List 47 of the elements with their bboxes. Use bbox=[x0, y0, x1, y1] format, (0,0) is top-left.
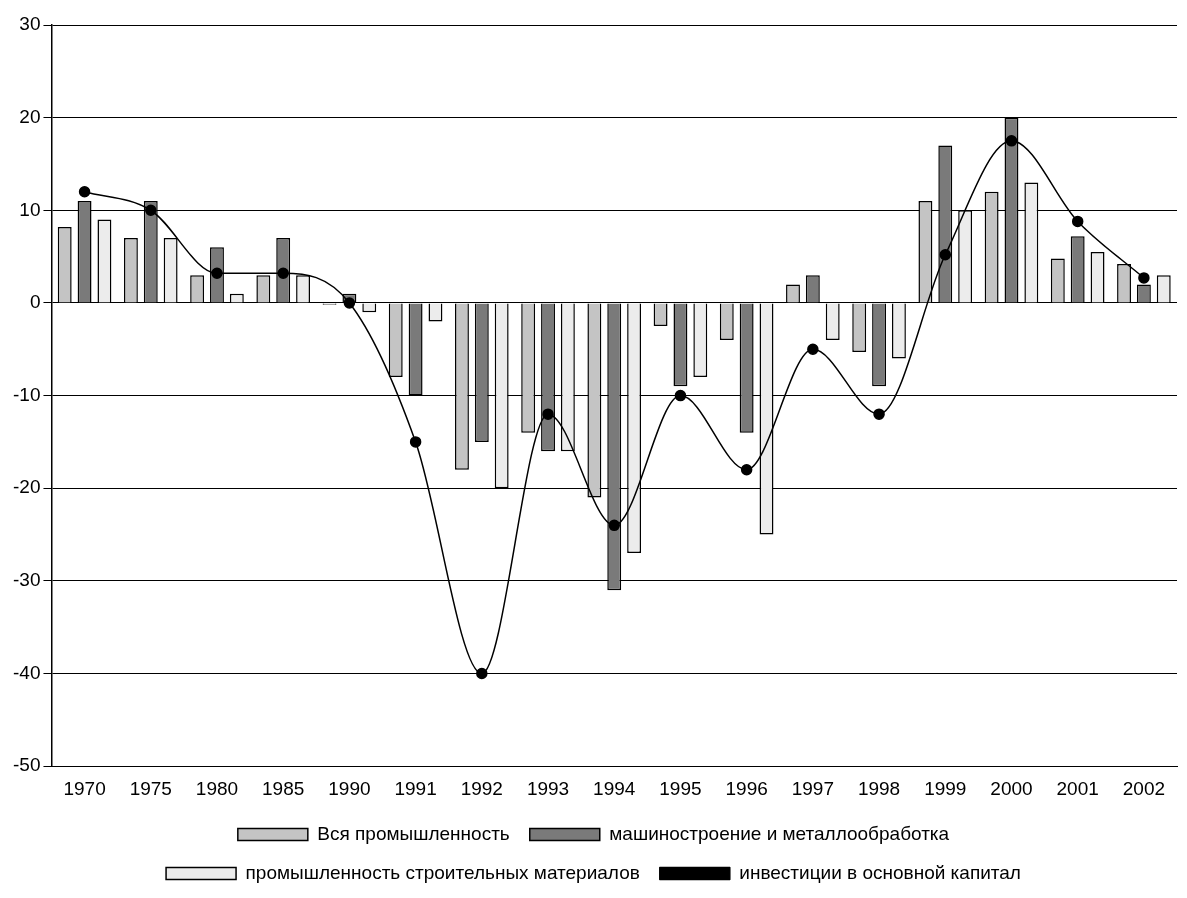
x-tick-label: 2002 bbox=[1122, 777, 1166, 799]
point bbox=[1071, 215, 1084, 228]
legend-label: Вся промышленность bbox=[317, 822, 510, 844]
y-tick-label: -30 bbox=[12, 569, 41, 591]
x-tick-label: 1994 bbox=[593, 777, 636, 799]
y-tick-label: -40 bbox=[12, 661, 41, 683]
y-tick-label: -50 bbox=[12, 754, 41, 776]
y-tick-label: 10 bbox=[19, 198, 41, 220]
point bbox=[277, 267, 289, 280]
point bbox=[145, 204, 157, 217]
x-tick-label: 1998 bbox=[857, 777, 901, 799]
legend-label: машиностроение и металлообработка bbox=[609, 822, 950, 844]
point bbox=[78, 186, 91, 198]
legend-label: инвестиции в основной капитал bbox=[739, 861, 1021, 883]
point bbox=[1138, 272, 1150, 284]
x-tick-label: 1980 bbox=[195, 777, 239, 799]
x-tick-label: 1990 bbox=[328, 777, 371, 799]
point bbox=[939, 249, 952, 261]
x-tick-label: 1993 bbox=[526, 777, 570, 799]
point bbox=[343, 297, 356, 309]
y-tick-label: 20 bbox=[19, 105, 41, 127]
x-tick-label: 1991 bbox=[394, 777, 437, 799]
x-tick-label: 1992 bbox=[460, 777, 503, 799]
x-tick-label: 1985 bbox=[262, 777, 305, 799]
point bbox=[608, 519, 620, 532]
point bbox=[211, 267, 223, 280]
y-tick-label: -20 bbox=[12, 476, 41, 498]
y-tick-label: -10 bbox=[12, 383, 41, 405]
x-tick-label: 1995 bbox=[659, 777, 702, 799]
legend-label: промышленность строительных материалов bbox=[245, 861, 640, 883]
x-tick-label: 1975 bbox=[129, 777, 172, 799]
y-tick-label: 30 bbox=[19, 13, 41, 35]
point bbox=[476, 667, 488, 680]
point bbox=[807, 343, 819, 356]
point bbox=[740, 463, 753, 476]
x-tick-label: 2000 bbox=[990, 777, 1033, 799]
point bbox=[873, 408, 885, 420]
point bbox=[409, 436, 422, 448]
x-tick-label: 1999 bbox=[924, 777, 967, 799]
x-tick-label: 1996 bbox=[725, 777, 768, 799]
point bbox=[542, 408, 554, 420]
x-tick-label: 1997 bbox=[791, 777, 834, 799]
x-tick-label: 2001 bbox=[1056, 777, 1099, 799]
point bbox=[1005, 135, 1018, 147]
point bbox=[674, 389, 687, 402]
x-tick-label: 1970 bbox=[63, 777, 106, 799]
y-tick-label: 0 bbox=[29, 291, 41, 313]
